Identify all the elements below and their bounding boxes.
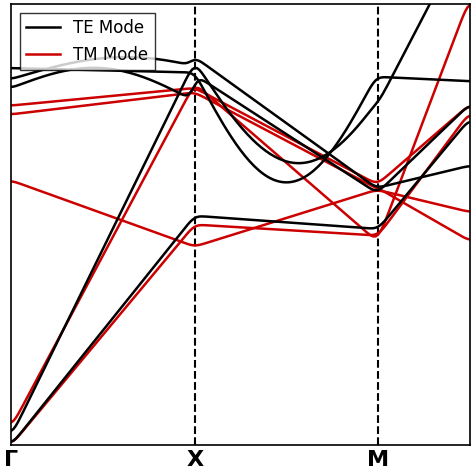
Legend: TE Mode, TM Mode: TE Mode, TM Mode — [19, 12, 155, 70]
